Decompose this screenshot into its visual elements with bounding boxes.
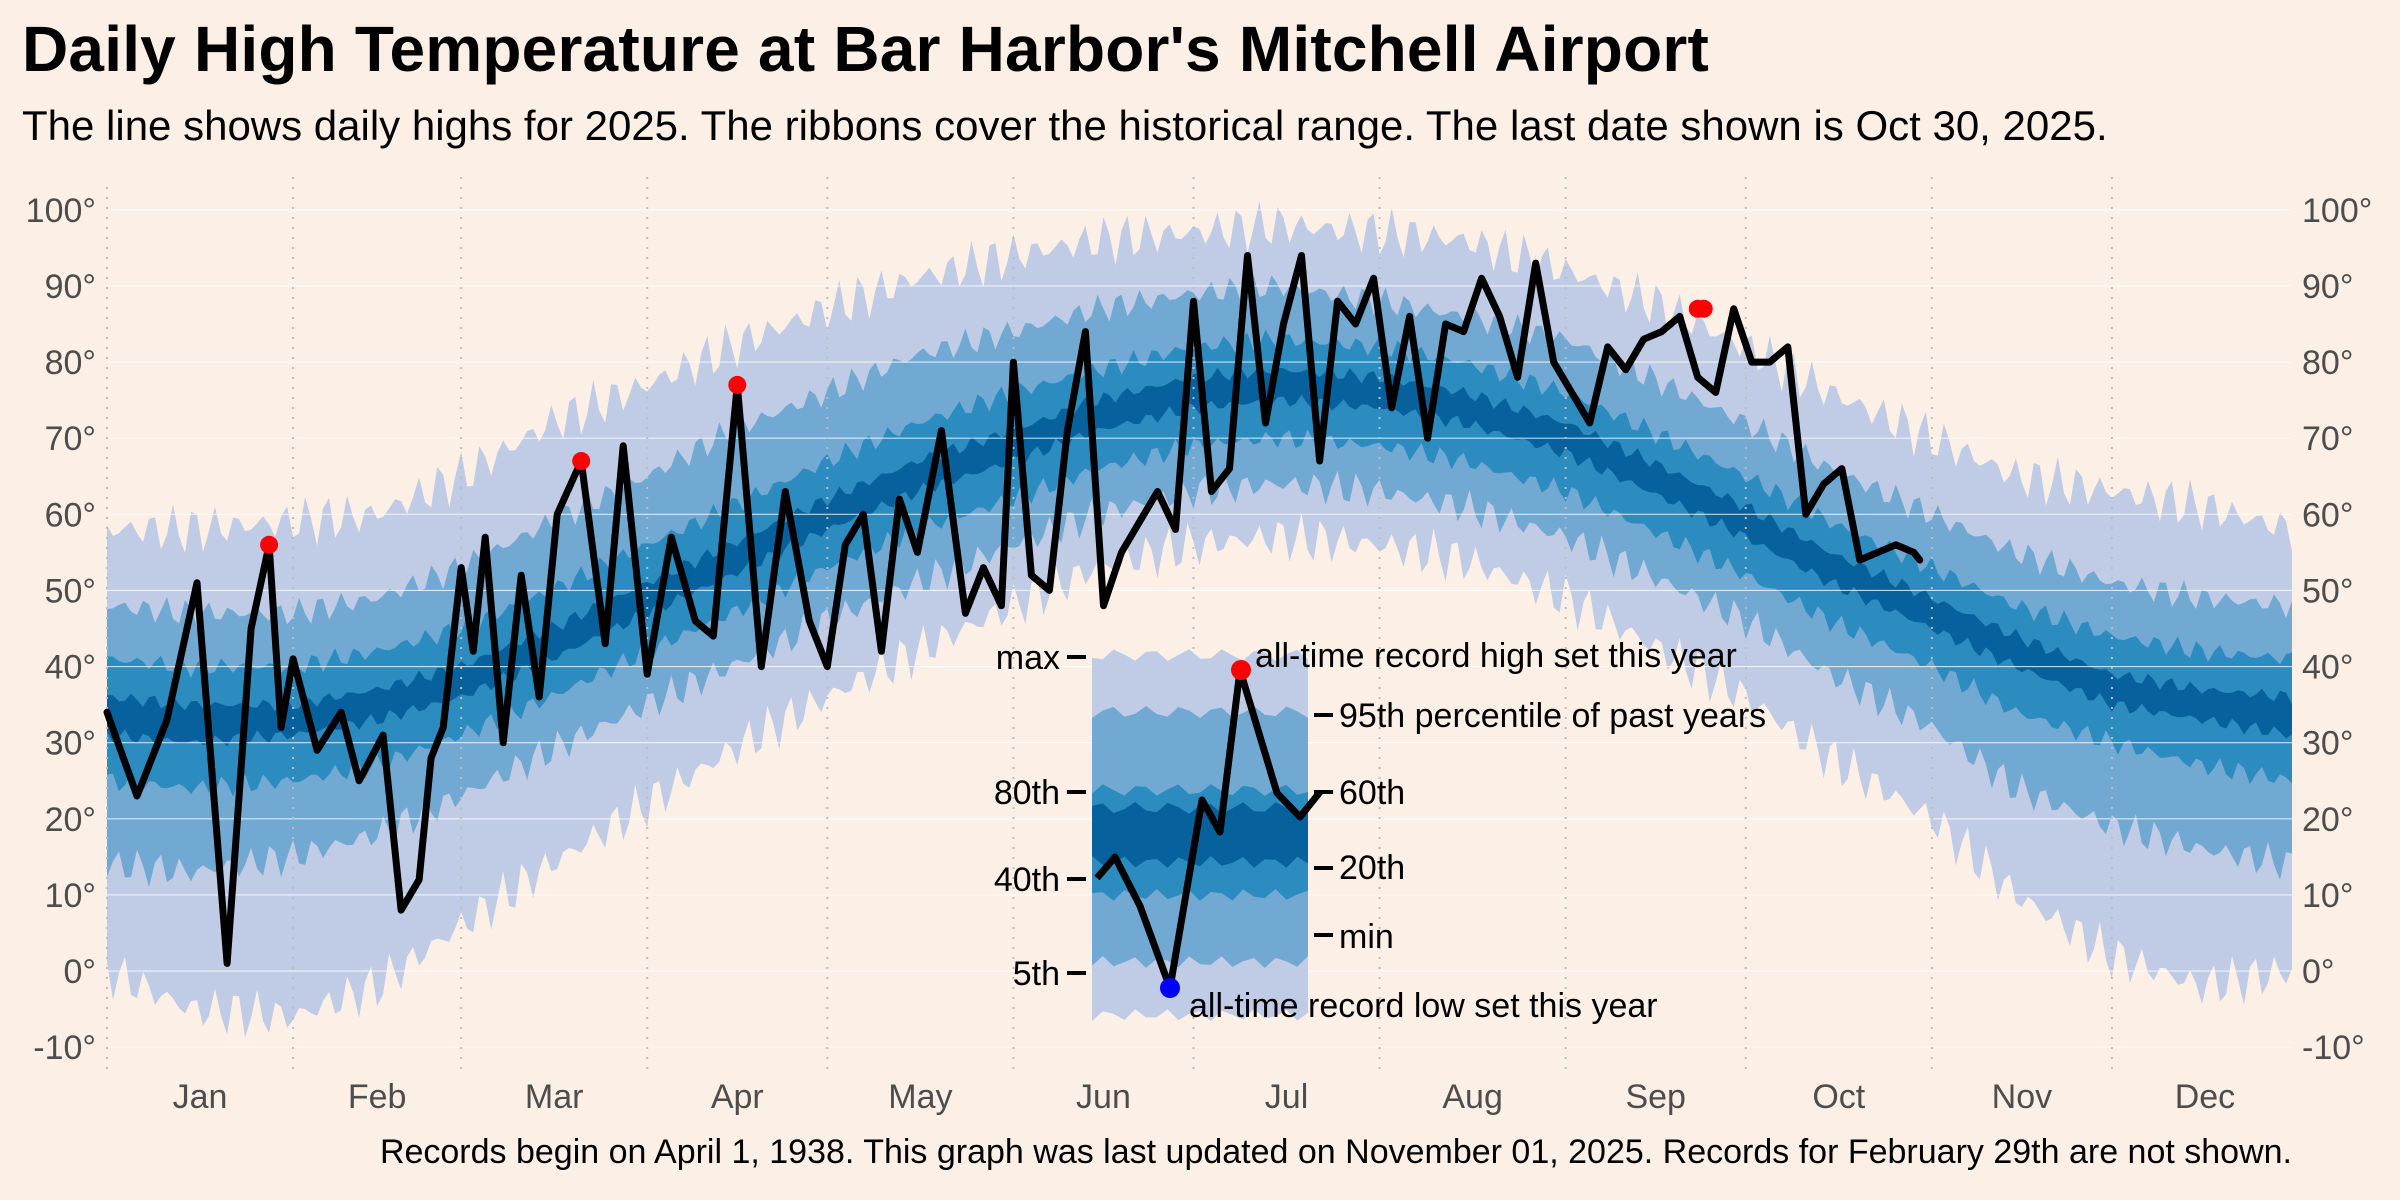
- legend-label-80th: 80th: [994, 774, 1060, 812]
- chart-subtitle: The line shows daily highs for 2025. The…: [22, 102, 2108, 149]
- y-tick-right-70: 70°: [2302, 420, 2353, 458]
- legend-record-high-dot: [1231, 660, 1251, 680]
- y-tick-left-50: 50°: [45, 572, 96, 610]
- legend-record-low-dot: [1160, 978, 1180, 998]
- y-tick-left-80: 80°: [45, 344, 96, 382]
- legend-label-max: max: [996, 639, 1060, 677]
- y-tick-right-60: 60°: [2302, 496, 2353, 534]
- y-tick-right-50: 50°: [2302, 572, 2353, 610]
- month-label-apr: Apr: [711, 1078, 764, 1116]
- record-high-point-2: [572, 452, 591, 471]
- y-tick-right-0: 0°: [2302, 953, 2335, 991]
- month-label-dec: Dec: [2175, 1078, 2235, 1116]
- month-label-oct: Oct: [1812, 1078, 1865, 1116]
- legend-record-high-label: all-time record high set this year: [1255, 637, 1737, 675]
- y-tick-right-90: 90°: [2302, 268, 2353, 306]
- y-tick-left-60: 60°: [45, 496, 96, 534]
- legend-label-5th: 5th: [1013, 955, 1060, 993]
- month-label-jul: Jul: [1265, 1078, 1308, 1116]
- y-tick-left-20: 20°: [45, 801, 96, 839]
- y-tick-left-10: 10°: [45, 877, 96, 915]
- legend-sample-line: [1094, 666, 1323, 992]
- y-tick-left-40: 40°: [45, 649, 96, 687]
- axis-layer: Jan Feb Mar Apr May Jun Jul Aug Sep Oct Nov Dec -10°…: [26, 192, 2373, 1116]
- ribbon-80-20: [107, 329, 2292, 797]
- month-label-nov: Nov: [1992, 1078, 2052, 1116]
- y-tick-right-100: 100°: [2302, 192, 2372, 230]
- month-label-jan: Jan: [173, 1078, 228, 1116]
- legend-label-60th: 60th: [1339, 774, 1405, 812]
- y-tick-left-90: 90°: [45, 268, 96, 306]
- month-label-mar: Mar: [525, 1078, 584, 1116]
- record-high-point-3: [728, 375, 747, 394]
- legend-label-40th: 40th: [994, 861, 1060, 899]
- month-label-sep: Sep: [1625, 1078, 1686, 1116]
- y-tick-right-80: 80°: [2302, 344, 2353, 382]
- y-tick-left--10: -10°: [33, 1029, 96, 1067]
- month-divider-layer: [106, 177, 2113, 1070]
- month-label-feb: Feb: [348, 1078, 407, 1116]
- series-line-2025: [103, 252, 1924, 967]
- y-tick-right-20: 20°: [2302, 801, 2353, 839]
- legend-label-20th: 20th: [1339, 849, 1405, 887]
- line-layer: [103, 252, 1924, 967]
- y-tick-left-100: 100°: [26, 192, 96, 230]
- y-tick-left-0: 0°: [63, 953, 96, 991]
- legend-inset: max 80th 40th 5th 95th percentile of past ye…: [994, 637, 1766, 1025]
- chart-caption: Records begin on April 1, 1938. This gra…: [379, 1133, 2292, 1171]
- month-label-may: May: [888, 1078, 952, 1116]
- legend-label-min: min: [1339, 918, 1394, 956]
- y-tick-left-30: 30°: [45, 725, 96, 763]
- record-high-point-5: [1694, 299, 1713, 318]
- record-high-point-1: [260, 535, 279, 554]
- y-tick-right-40: 40°: [2302, 649, 2353, 687]
- chart-title: Daily High Temperature at Bar Harbor's M…: [22, 13, 1709, 85]
- y-tick-right-10: 10°: [2302, 877, 2353, 915]
- ribbon-max-min: [107, 201, 2292, 1038]
- y-tick-right--10: -10°: [2302, 1029, 2365, 1067]
- legend-label-95th: 95th percentile of past years: [1339, 697, 1766, 735]
- ribbon-60-40: [107, 365, 2292, 747]
- y-tick-right-30: 30°: [2302, 725, 2353, 763]
- legend-ribbon-60-40: [1092, 802, 1308, 868]
- legend-record-low-label: all-time record low set this year: [1189, 987, 1658, 1025]
- y-tick-left-70: 70°: [45, 420, 96, 458]
- month-label-aug: Aug: [1442, 1078, 1503, 1116]
- month-label-jun: Jun: [1076, 1078, 1131, 1116]
